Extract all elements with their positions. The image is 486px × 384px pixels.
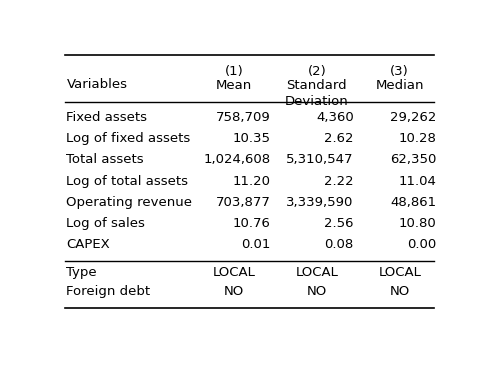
- Text: 0.08: 0.08: [325, 238, 354, 252]
- Text: (2): (2): [308, 65, 326, 78]
- Text: 10.28: 10.28: [399, 132, 436, 145]
- Text: 11.04: 11.04: [399, 175, 436, 187]
- Text: Foreign debt: Foreign debt: [67, 285, 151, 298]
- Text: 2.22: 2.22: [324, 175, 354, 187]
- Text: 5,310,547: 5,310,547: [286, 153, 354, 166]
- Text: LOCAL: LOCAL: [378, 266, 421, 279]
- Text: 2.56: 2.56: [324, 217, 354, 230]
- Text: 11.20: 11.20: [233, 175, 271, 187]
- Text: NO: NO: [307, 285, 327, 298]
- Text: LOCAL: LOCAL: [212, 266, 256, 279]
- Text: 29,262: 29,262: [390, 111, 436, 124]
- Text: 3,339,590: 3,339,590: [286, 196, 354, 209]
- Text: Type: Type: [67, 266, 97, 279]
- Text: 4,360: 4,360: [316, 111, 354, 124]
- Text: 10.76: 10.76: [233, 217, 271, 230]
- Text: Operating revenue: Operating revenue: [67, 196, 192, 209]
- Text: Standard
Deviation: Standard Deviation: [285, 79, 349, 108]
- Text: Variables: Variables: [67, 78, 127, 91]
- Text: CAPEX: CAPEX: [67, 238, 110, 252]
- Text: Total assets: Total assets: [67, 153, 144, 166]
- Text: (1): (1): [225, 65, 243, 78]
- Text: 48,861: 48,861: [391, 196, 436, 209]
- Text: NO: NO: [390, 285, 410, 298]
- Text: (3): (3): [390, 65, 409, 78]
- Text: Fixed assets: Fixed assets: [67, 111, 147, 124]
- Text: Log of fixed assets: Log of fixed assets: [67, 132, 191, 145]
- Text: 0.00: 0.00: [407, 238, 436, 252]
- Text: 62,350: 62,350: [390, 153, 436, 166]
- Text: 703,877: 703,877: [216, 196, 271, 209]
- Text: 10.35: 10.35: [233, 132, 271, 145]
- Text: 10.80: 10.80: [399, 217, 436, 230]
- Text: 758,709: 758,709: [216, 111, 271, 124]
- Text: Median: Median: [376, 79, 424, 92]
- Text: NO: NO: [224, 285, 244, 298]
- Text: 2.62: 2.62: [324, 132, 354, 145]
- Text: Log of total assets: Log of total assets: [67, 175, 189, 187]
- Text: 1,024,608: 1,024,608: [204, 153, 271, 166]
- Text: Log of sales: Log of sales: [67, 217, 145, 230]
- Text: 0.01: 0.01: [242, 238, 271, 252]
- Text: Mean: Mean: [216, 79, 252, 92]
- Text: LOCAL: LOCAL: [295, 266, 338, 279]
